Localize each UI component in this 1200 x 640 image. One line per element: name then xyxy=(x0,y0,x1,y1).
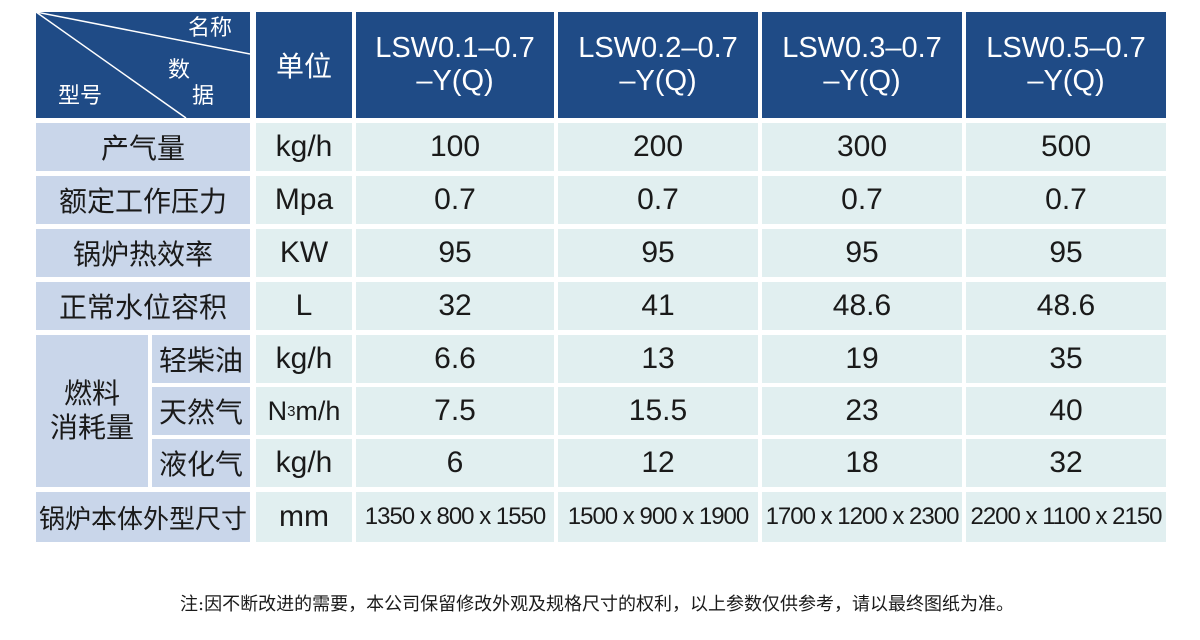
unit-header: 单位 xyxy=(256,12,352,118)
footnote: 注:因不断改进的需要，本公司保留修改外观及规格尺寸的权利，以上参数仅供参考，请以… xyxy=(180,594,1015,615)
value-cell: 200 xyxy=(558,123,758,171)
diagonal-lines xyxy=(36,12,250,118)
value-cell: 95 xyxy=(558,229,758,277)
value-cell: 15.5 xyxy=(558,387,758,435)
row-unit: mm xyxy=(256,492,352,542)
fuel-group-label-line2: 消耗量 xyxy=(49,411,134,444)
value-cell: 6.6 xyxy=(356,335,554,383)
row-label: 额定工作压力 xyxy=(36,176,250,224)
model-header: LSW0.3–0.7 –Y(Q) xyxy=(762,12,962,118)
value-cell: 100 xyxy=(356,123,554,171)
value-cell: 300 xyxy=(762,123,962,171)
row-label: 锅炉热效率 xyxy=(36,229,250,277)
corner-data-bottom-label: 据 xyxy=(192,84,215,109)
value-cell: 1700 x 1200 x 2300 xyxy=(762,492,962,542)
value-cell: 23 xyxy=(762,387,962,435)
row-label: 正常水位容积 xyxy=(36,282,250,330)
value-cell: 2200 x 1100 x 2150 xyxy=(966,492,1166,542)
row-label: 产气量 xyxy=(36,123,250,171)
value-cell: 6 xyxy=(356,439,554,487)
corner-name-label: 名称 xyxy=(188,16,233,41)
value-cell: 1350 x 800 x 1550 xyxy=(356,492,554,542)
row-label: 锅炉本体外型尺寸 xyxy=(36,492,250,542)
row-unit-natural-gas: N 3 m/h xyxy=(256,387,352,435)
fuel-group-label-line1: 燃料 xyxy=(63,377,120,410)
row-unit: L xyxy=(256,282,352,330)
unit-superscript: 3 xyxy=(287,402,296,420)
spec-table: 名称 数 据 型号 单位 LSW0.1–0.7 –Y(Q) LSW0.2–0.7… xyxy=(36,12,1166,542)
fuel-row-label: 液化气 xyxy=(152,439,250,487)
value-cell: 0.7 xyxy=(558,176,758,224)
row-unit: kg/h xyxy=(256,335,352,383)
unit-base: N xyxy=(267,395,288,426)
value-cell: 40 xyxy=(966,387,1166,435)
value-cell: 48.6 xyxy=(966,282,1166,330)
row-unit: Mpa xyxy=(256,176,352,224)
fuel-row-label: 天然气 xyxy=(152,387,250,435)
corner-header-cell: 名称 数 据 型号 xyxy=(36,12,250,118)
value-cell: 1500 x 900 x 1900 xyxy=(558,492,758,542)
value-cell: 13 xyxy=(558,335,758,383)
row-unit: kg/h xyxy=(256,439,352,487)
value-cell: 32 xyxy=(966,439,1166,487)
value-cell: 12 xyxy=(558,439,758,487)
value-cell: 0.7 xyxy=(762,176,962,224)
fuel-group-label: 燃料 消耗量 xyxy=(36,335,148,487)
value-cell: 19 xyxy=(762,335,962,383)
value-cell: 0.7 xyxy=(966,176,1166,224)
value-cell: 48.6 xyxy=(762,282,962,330)
value-cell: 500 xyxy=(966,123,1166,171)
value-cell: 95 xyxy=(966,229,1166,277)
fuel-row-label: 轻柴油 xyxy=(152,335,250,383)
value-cell: 32 xyxy=(356,282,554,330)
value-cell: 35 xyxy=(966,335,1166,383)
value-cell: 95 xyxy=(356,229,554,277)
value-cell: 95 xyxy=(762,229,962,277)
value-cell: 7.5 xyxy=(356,387,554,435)
value-cell: 0.7 xyxy=(356,176,554,224)
corner-model-label: 型号 xyxy=(58,84,103,109)
row-unit: kg/h xyxy=(256,123,352,171)
model-header: LSW0.5–0.7 –Y(Q) xyxy=(966,12,1166,118)
corner-data-top-label: 数 xyxy=(168,58,191,83)
model-header: LSW0.2–0.7 –Y(Q) xyxy=(558,12,758,118)
value-cell: 41 xyxy=(558,282,758,330)
row-unit: KW xyxy=(256,229,352,277)
value-cell: 18 xyxy=(762,439,962,487)
model-header: LSW0.1–0.7 –Y(Q) xyxy=(356,12,554,118)
unit-rest: m/h xyxy=(295,395,341,426)
